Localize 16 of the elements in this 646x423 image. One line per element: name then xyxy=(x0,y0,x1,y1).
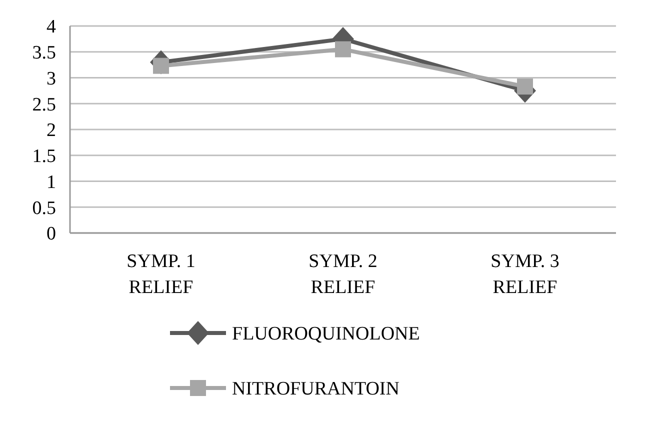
x-tick-label: SYMP. 2 RELIEF xyxy=(308,251,378,298)
legend-label: FLUOROQUINOLONE xyxy=(232,324,420,345)
y-tick-label: 2 xyxy=(46,120,56,142)
x-tick-label: SYMP. 3 RELIEF xyxy=(490,251,560,298)
y-tick-label: 0 xyxy=(46,224,56,245)
y-tick-label: 1 xyxy=(46,172,56,193)
x-tick-label: SYMP. 1 RELIEF xyxy=(126,251,196,298)
y-tick-label: 1.5 xyxy=(32,146,56,168)
y-tick-label: 4 xyxy=(46,16,56,38)
point xyxy=(517,78,533,95)
point xyxy=(335,41,351,58)
legend-label: NITROFURANTOIN xyxy=(232,378,400,400)
y-tick-label: 3.5 xyxy=(32,42,56,64)
y-tick-label: 2.5 xyxy=(32,94,56,116)
y-tick-label: 0.5 xyxy=(32,198,56,219)
y-tick-label: 3 xyxy=(46,68,56,90)
